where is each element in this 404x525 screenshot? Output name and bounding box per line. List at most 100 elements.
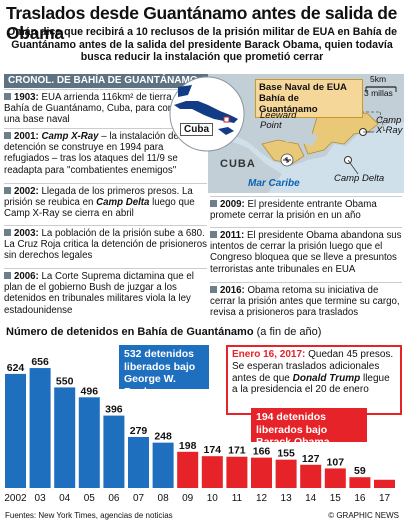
cuba-inset-map: Cuba	[168, 75, 246, 153]
sea-label: Mar Caribe	[248, 178, 300, 189]
bar-06	[103, 415, 125, 488]
bar-05	[78, 397, 100, 488]
bar-11	[226, 456, 248, 488]
x-tick-07: 07	[133, 493, 145, 504]
timeline-text: Llegada de los primeros presos. La prisi…	[4, 186, 193, 209]
x-tick-05: 05	[84, 493, 96, 504]
timeline-item-2009: 2009: El presidente entrante Obama prome…	[210, 196, 402, 221]
timeline-text: La Corte Suprema dictamina que el plan d…	[4, 271, 194, 316]
camp-x-ray-label: Camp X-Ray	[376, 115, 403, 136]
value-label-2002: 624	[7, 362, 25, 374]
timeline-text: La población de la prisión sube a 680. L…	[4, 228, 208, 262]
credit: © GRAPHIC NEWS	[328, 511, 399, 520]
january-date: Enero 16, 2017:	[232, 349, 306, 360]
bar-15	[324, 468, 346, 488]
timeline-item-1903: 1903: EUA arrienda 116km² de tierra en B…	[4, 89, 207, 126]
value-label-13: 155	[277, 448, 295, 460]
value-label-03: 656	[31, 356, 49, 368]
timeline-year: 2003:	[14, 228, 39, 239]
page-title: Traslados desde Guantánamo antes de sali…	[6, 3, 398, 43]
obama-annotation: 194 detenidos liberados bajo Barack Obam…	[251, 408, 367, 448]
guantanamo-map: Base Naval de EUA Bahía de Guantánamo 5k…	[208, 74, 404, 193]
timeline-text: El presidente entrante Obama promete cer…	[210, 199, 377, 222]
x-tick-12: 12	[256, 493, 268, 504]
camp-delta-label: Camp Delta	[334, 173, 385, 184]
value-label-16: 59	[354, 465, 366, 477]
timeline-year: 2016:	[220, 285, 245, 296]
value-label-15: 107	[327, 456, 345, 468]
x-tick-11: 11	[232, 493, 243, 504]
timeline-marker-icon	[210, 231, 217, 238]
bar-12	[251, 457, 272, 488]
chart-title-text: Número de detenidos en Bahía de Guantána…	[6, 326, 254, 338]
bar-14	[300, 464, 322, 488]
bar-07	[128, 436, 149, 488]
timeline-item-2001: 2001: Camp X-Ray – la instalación de det…	[4, 128, 207, 176]
timeline-item-2016: 2016: Obama retoma su iniciativa de cerr…	[210, 282, 402, 319]
x-tick-17: 17	[379, 493, 391, 504]
chart-svg: 624 656 550 496 396 279 248 198 174 171 166 155 127 1…	[4, 356, 395, 504]
bar-09	[177, 451, 199, 488]
bar-17	[374, 479, 395, 488]
timeline-marker-icon	[4, 93, 11, 100]
x-tick-2002: 2002	[4, 493, 27, 504]
january-text: Quedan 45 presos. Se esperan traslados a…	[232, 349, 394, 384]
footer: Fuentes: New York Times, agencias de not…	[5, 510, 399, 522]
timeline-year: 2006:	[14, 271, 39, 282]
x-tick-14: 14	[305, 493, 317, 504]
timeline-year: 2001:	[14, 131, 39, 142]
value-label-07: 279	[130, 425, 148, 437]
base-label: Base Naval de EUA Bahía de Guantánamo	[255, 79, 363, 118]
sources: Fuentes: New York Times, agencias de not…	[5, 511, 173, 520]
value-label-04: 550	[56, 375, 74, 387]
chart-title-sub: (a fin de año)	[256, 326, 322, 338]
timeline-italic: Camp X-Ray	[41, 131, 99, 142]
x-tick-16: 16	[354, 493, 366, 504]
bar-2002	[5, 373, 26, 488]
bar-03	[29, 368, 51, 488]
timeline-year: 2011:	[220, 230, 245, 241]
bar-16	[349, 477, 371, 488]
detainees-bar-chart: 624 656 550 496 396 279 248 198 174 171 166 155 127 1…	[0, 340, 404, 508]
timeline-item-2011: 2011: El presidente Obama abandona sus i…	[210, 227, 402, 275]
scale-miles: 3 millas	[364, 88, 393, 98]
timeline-text: Obama retoma su iniciativa de cerrar la …	[210, 285, 400, 319]
timeline-marker-icon	[4, 187, 11, 194]
bar-04	[54, 387, 76, 488]
x-tick-06: 06	[108, 493, 120, 504]
timeline-year: 2009:	[220, 199, 245, 210]
timeline-heading: CRONOL. DE BAHÍA DE GUANTÁNAMO	[4, 74, 208, 88]
value-label-10: 174	[204, 444, 222, 456]
timeline-marker-icon	[210, 286, 217, 293]
value-label-06: 396	[105, 404, 123, 416]
cuba-inset-label: Cuba	[180, 123, 213, 136]
value-label-05: 496	[81, 385, 99, 397]
timeline-marker-icon	[4, 229, 11, 236]
bar-10	[201, 456, 223, 488]
x-tick-10: 10	[207, 493, 219, 504]
january-annotation: Enero 16, 2017: Quedan 45 presos. Se esp…	[226, 345, 402, 415]
x-tick-04: 04	[59, 493, 71, 504]
value-label-14: 127	[302, 453, 320, 465]
timeline-text: – la instalación de detención se constru…	[4, 131, 179, 176]
timeline-italic: Camp Delta	[96, 197, 150, 209]
trump-name: Donald Trump	[292, 372, 361, 384]
value-label-09: 198	[179, 440, 197, 452]
value-label-12: 166	[253, 446, 271, 458]
scale-km: 5km	[370, 74, 387, 84]
subtitle: Omán dice que recibirá a 10 reclusos de …	[7, 26, 397, 64]
timeline-text: luego que Camp X-Ray se cierra en abril	[4, 197, 195, 220]
bush-annotation: 532 detenidos liberados bajo George W. B…	[119, 345, 209, 398]
timeline-year: 2002:	[14, 186, 39, 197]
timeline-year: 1903:	[14, 92, 39, 103]
x-tick-08: 08	[158, 493, 170, 504]
airport-icon	[280, 153, 294, 167]
january-text-2: llegue a la presidencia el 20 de enero	[232, 372, 390, 396]
x-tick-03: 03	[35, 493, 47, 504]
x-tick-09: 09	[182, 493, 194, 504]
bar-08	[152, 442, 174, 488]
timeline-item-2002: 2002: Llegada de los primeros presos. La…	[4, 183, 207, 220]
cuba-label: CUBA	[220, 158, 256, 170]
timeline-marker-icon	[210, 200, 217, 207]
timeline-item-2006: 2006: La Corte Suprema dictamina que el …	[4, 268, 207, 316]
